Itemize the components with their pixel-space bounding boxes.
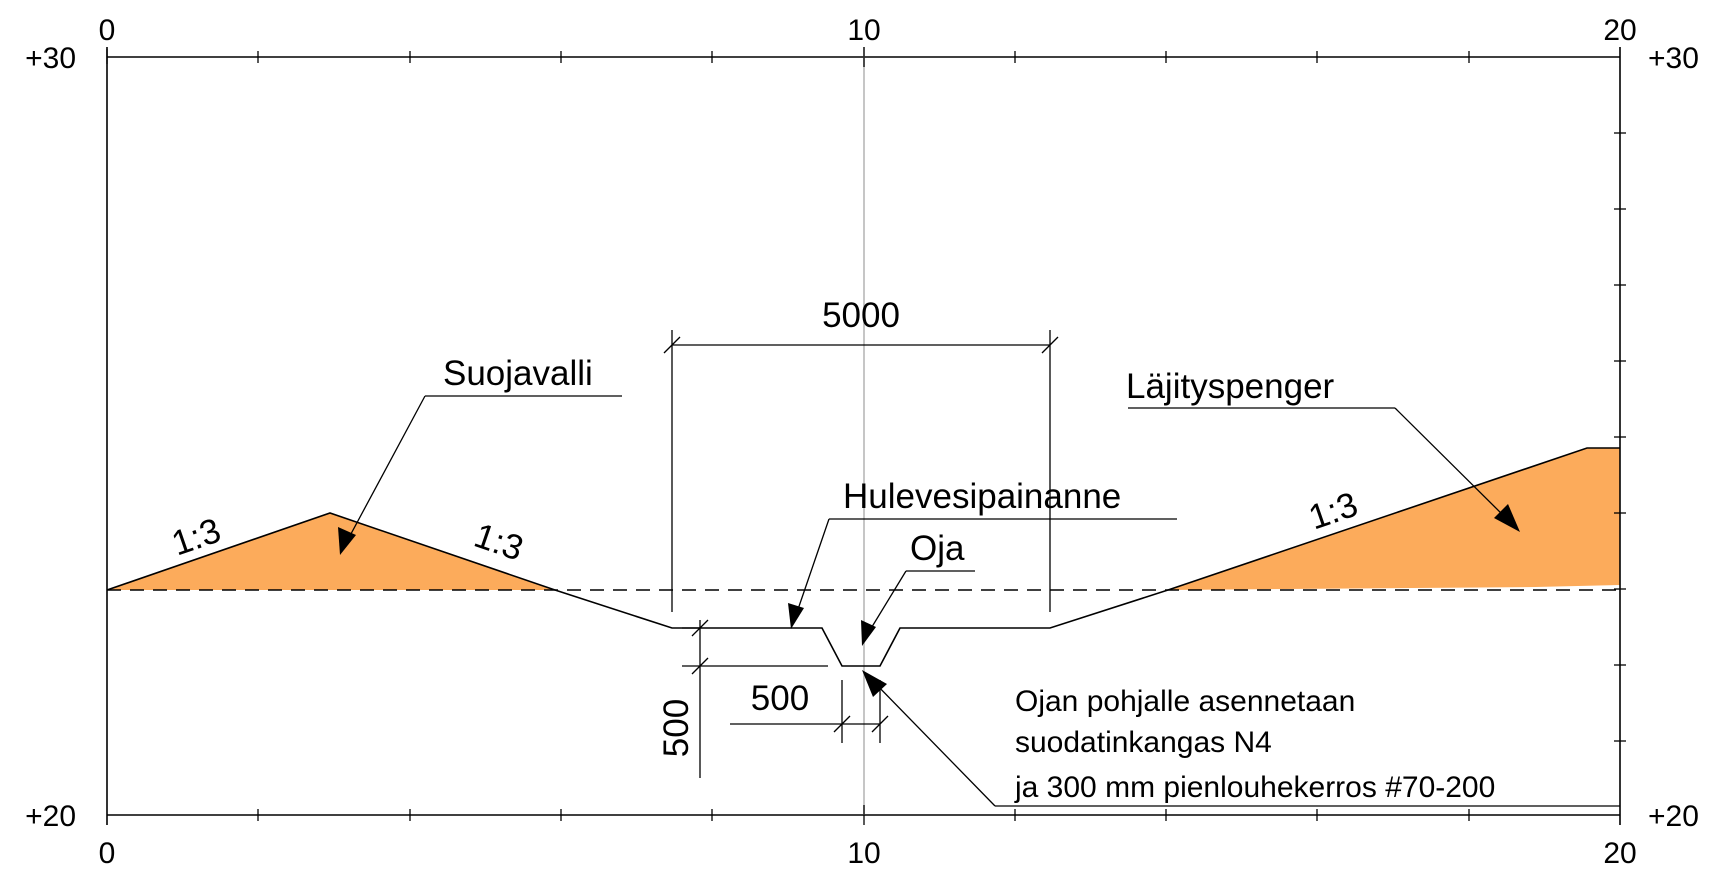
x-bottom-label-0: 0: [99, 837, 116, 870]
y-left-label-30: +30: [25, 42, 76, 75]
ticks-top: [106, 47, 1470, 67]
note-line-3: ja 300 mm pienlouhekerros #70-200: [1014, 771, 1495, 804]
suojavalli-leader: [344, 395, 426, 546]
y-right-label-20: +20: [1648, 800, 1699, 833]
note-line-1: Ojan pohjalle asennetaan: [1015, 685, 1355, 718]
x-bottom-label-20: 20: [1603, 837, 1636, 870]
lajityspenger-leader: [1394, 407, 1511, 523]
y-left-label-20: +20: [25, 800, 76, 833]
ticks-right: [1614, 132, 1626, 742]
oja-arrowhead: [861, 620, 876, 646]
x-top-label-0: 0: [99, 14, 116, 47]
hulevesipainanne-label: Hulevesipainanne: [843, 477, 1121, 516]
y-right-label-30: +30: [1648, 42, 1699, 75]
dimension-5000: [663, 330, 1059, 612]
dimension-500-vertical-label: 500: [657, 699, 696, 757]
terrain-profile: [106, 447, 1620, 667]
dimension-5000-label: 5000: [822, 296, 900, 335]
oja-leader: [866, 570, 907, 636]
dimension-500-horizontal-label: 500: [751, 679, 809, 718]
dimension-500-horizontal: [730, 680, 889, 743]
oja-label: Oja: [910, 529, 965, 568]
suojavalli-arrowhead: [338, 527, 356, 555]
ticks-bottom: [257, 805, 1470, 825]
suojavalli-fill: [107, 513, 555, 590]
x-top-label-20: 20: [1603, 14, 1636, 47]
lajityspenger-fill: [1168, 448, 1620, 590]
x-bottom-label-10: 10: [847, 837, 880, 870]
lajityspenger-arrowhead: [1494, 504, 1520, 532]
x-top-label-10: 10: [847, 14, 880, 47]
note-line-2: suodatinkangas N4: [1015, 726, 1272, 759]
lajityspenger-label: Läjityspenger: [1126, 367, 1335, 406]
dimension-500-vertical: [682, 619, 828, 778]
note-leader: [869, 677, 996, 807]
note-arrowhead: [862, 670, 887, 697]
hulevesipainanne-leader: [794, 518, 830, 619]
hulevesipainanne-arrowhead: [788, 603, 804, 629]
slope-label-left-down: 1:3: [469, 516, 528, 569]
suojavalli-label: Suojavalli: [443, 354, 593, 393]
